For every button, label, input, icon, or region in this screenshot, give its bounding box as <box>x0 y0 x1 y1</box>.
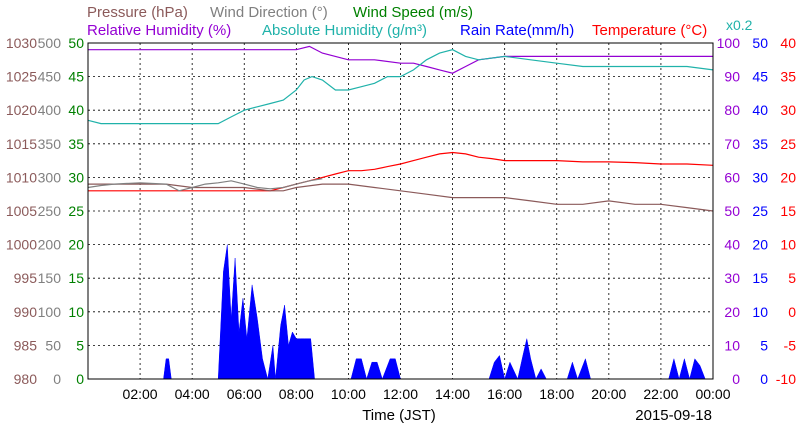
tick-label-temperature: 30 <box>780 102 796 118</box>
tick-label-rain-rate: 50 <box>752 35 768 51</box>
tick-label-rain-rate: 40 <box>752 102 768 118</box>
tick-label-rain-rate: 10 <box>752 304 768 320</box>
tick-label-wind-direction: 450 <box>38 69 62 85</box>
tick-label-humidity: 40 <box>724 237 740 253</box>
tick-label-humidity: 30 <box>724 270 740 286</box>
tick-label-wind-direction: 250 <box>38 203 62 219</box>
tick-label-x: 00:00 <box>695 386 730 402</box>
tick-label-temperature: 5 <box>788 270 796 286</box>
tick-label-wind-speed: 30 <box>68 169 84 185</box>
tick-label-wind-direction: 500 <box>38 35 62 51</box>
tick-label-humidity: 60 <box>724 169 740 185</box>
legend-pressure: Pressure (hPa) <box>87 4 188 21</box>
tick-label-wind-direction: 350 <box>38 136 62 152</box>
tick-label-wind-speed: 35 <box>68 136 84 152</box>
tick-label-pressure: 985 <box>14 337 38 353</box>
tick-label-rain-rate: 5 <box>760 337 768 353</box>
series-pressure-hpa <box>88 183 714 212</box>
tick-label-wind-direction: 50 <box>45 337 61 353</box>
tick-label-humidity: 100 <box>717 35 741 51</box>
tick-label-pressure: 1020 <box>6 102 37 118</box>
tick-label-x: 10:00 <box>331 386 366 402</box>
tick-label-wind-speed: 0 <box>76 371 84 387</box>
legend-scale-note: x0.2 <box>726 17 753 33</box>
tick-label-x: 20:00 <box>591 386 626 402</box>
tick-label-x: 14:00 <box>435 386 470 402</box>
tick-label-temperature: 25 <box>780 136 796 152</box>
tick-label-humidity: 80 <box>724 102 740 118</box>
tick-label-wind-speed: 15 <box>68 270 84 286</box>
tick-label-wind-direction: 400 <box>38 102 62 118</box>
tick-label-temperature: -10 <box>776 371 796 387</box>
tick-label-pressure: 995 <box>14 270 38 286</box>
tick-label-wind-direction: 100 <box>38 304 62 320</box>
tick-label-humidity: 0 <box>732 371 740 387</box>
legend-relative-humidity: Relative Humidity (%) <box>87 22 231 39</box>
tick-label-temperature: -5 <box>784 337 797 353</box>
tick-label-wind-speed: 5 <box>76 337 84 353</box>
tick-label-rain-rate: 20 <box>752 237 768 253</box>
x-axis-label: Time (JST) <box>362 407 436 424</box>
tick-label-rain-rate: 35 <box>752 136 768 152</box>
axis-ticks: 1030102510201015101010051000995990985980… <box>6 35 796 402</box>
tick-label-rain-rate: 15 <box>752 270 768 286</box>
tick-label-pressure: 1025 <box>6 69 37 85</box>
date-label: 2015-09-18 <box>635 407 712 424</box>
series-layer <box>87 45 714 380</box>
tick-label-rain-rate: 45 <box>752 69 768 85</box>
tick-label-wind-speed: 25 <box>68 203 84 219</box>
tick-label-pressure: 1005 <box>6 203 37 219</box>
legend-absolute-humidity: Absolute Humidity (g/m³) <box>262 22 427 39</box>
tick-label-x: 12:00 <box>383 386 418 402</box>
legend-wind-speed: Wind Speed (m/s) <box>353 4 473 21</box>
tick-label-wind-direction: 300 <box>38 169 62 185</box>
tick-label-x: 08:00 <box>279 386 314 402</box>
tick-label-pressure: 980 <box>14 371 38 387</box>
tick-label-x: 22:00 <box>643 386 678 402</box>
grid <box>88 43 713 379</box>
tick-label-wind-speed: 40 <box>68 102 84 118</box>
legend-temperature: Temperature (°C) <box>592 22 707 39</box>
tick-label-humidity: 90 <box>724 69 740 85</box>
tick-label-rain-rate: 25 <box>752 203 768 219</box>
tick-label-temperature: 0 <box>788 304 796 320</box>
tick-label-wind-direction: 150 <box>38 270 62 286</box>
tick-label-rain-rate: 0 <box>760 371 768 387</box>
tick-label-humidity: 50 <box>724 203 740 219</box>
tick-label-wind-speed: 50 <box>68 35 84 51</box>
series-rain-rate-mm-h <box>88 244 706 380</box>
tick-label-pressure: 1015 <box>6 136 37 152</box>
tick-label-pressure: 1030 <box>6 35 37 51</box>
tick-label-x: 04:00 <box>175 386 210 402</box>
series-wind-direction <box>87 178 323 192</box>
series-absolute-humidity-g-m <box>87 49 714 125</box>
tick-label-rain-rate: 30 <box>752 169 768 185</box>
tick-label-temperature: 15 <box>780 203 796 219</box>
tick-label-pressure: 1010 <box>6 169 37 185</box>
tick-label-temperature: 10 <box>780 237 796 253</box>
tick-label-wind-direction: 200 <box>38 237 62 253</box>
tick-label-humidity: 70 <box>724 136 740 152</box>
tick-label-pressure: 990 <box>14 304 38 320</box>
tick-label-temperature: 20 <box>780 169 796 185</box>
tick-label-humidity: 10 <box>724 337 740 353</box>
tick-label-wind-speed: 10 <box>68 304 84 320</box>
tick-label-wind-direction: 0 <box>53 371 61 387</box>
tick-label-temperature: 35 <box>780 69 796 85</box>
tick-label-x: 06:00 <box>227 386 262 402</box>
tick-label-wind-speed: 20 <box>68 237 84 253</box>
legend-wind-direction: Wind Direction (°) <box>210 4 328 21</box>
tick-label-x: 16:00 <box>487 386 522 402</box>
tick-label-temperature: 40 <box>780 35 796 51</box>
tick-label-humidity: 20 <box>724 304 740 320</box>
tick-label-x: 02:00 <box>123 386 158 402</box>
legend-rain-rate: Rain Rate(mm/h) <box>460 22 574 39</box>
plot-frame <box>87 42 714 380</box>
tick-label-pressure: 1000 <box>6 237 37 253</box>
series-temperature-c <box>88 151 714 192</box>
tick-label-wind-speed: 45 <box>68 69 84 85</box>
tick-label-x: 18:00 <box>539 386 574 402</box>
